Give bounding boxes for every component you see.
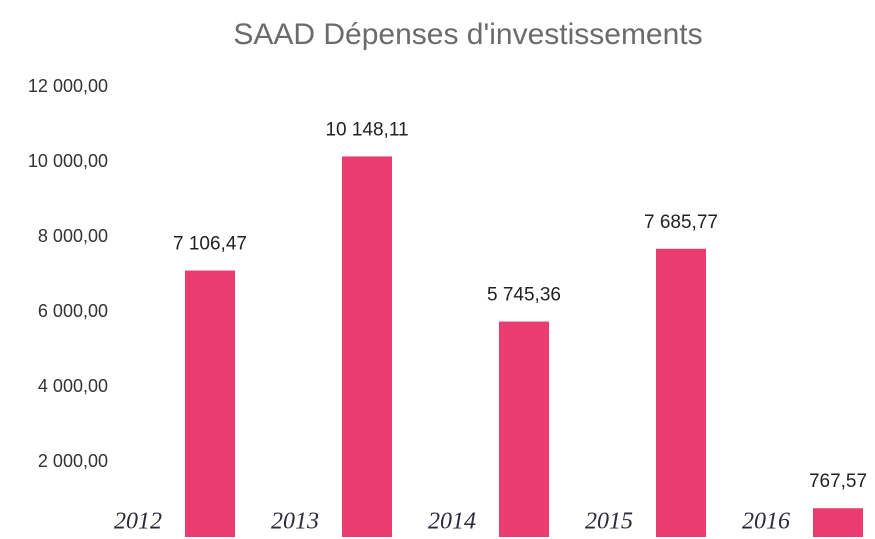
x-tick-label: 2012	[114, 509, 162, 535]
chart-title: SAAD Dépenses d'investissements	[233, 18, 702, 51]
x-tick-label: 2015	[585, 509, 633, 535]
y-tick-label: 12 000,00	[28, 76, 108, 96]
y-tick-label: 10 000,00	[28, 151, 108, 171]
x-tick-label: 2016	[742, 509, 790, 535]
bar	[813, 508, 863, 537]
bar	[499, 321, 549, 537]
data-label: 5 745,36	[487, 285, 561, 306]
x-tick-label: 2013	[271, 509, 319, 535]
y-tick-label: 4 000,00	[38, 376, 108, 396]
bar	[656, 248, 706, 537]
x-tick-label: 2014	[428, 509, 476, 535]
data-label: 7 685,77	[644, 212, 718, 233]
bar	[342, 156, 392, 538]
y-tick-label: 6 000,00	[38, 301, 108, 321]
data-label: 7 106,47	[173, 234, 247, 255]
y-tick-label: 8 000,00	[38, 226, 108, 246]
data-label: 767,57	[809, 471, 867, 492]
y-tick-label: 2 000,00	[38, 451, 108, 471]
data-label: 10 148,11	[325, 119, 408, 140]
bar	[185, 270, 235, 537]
